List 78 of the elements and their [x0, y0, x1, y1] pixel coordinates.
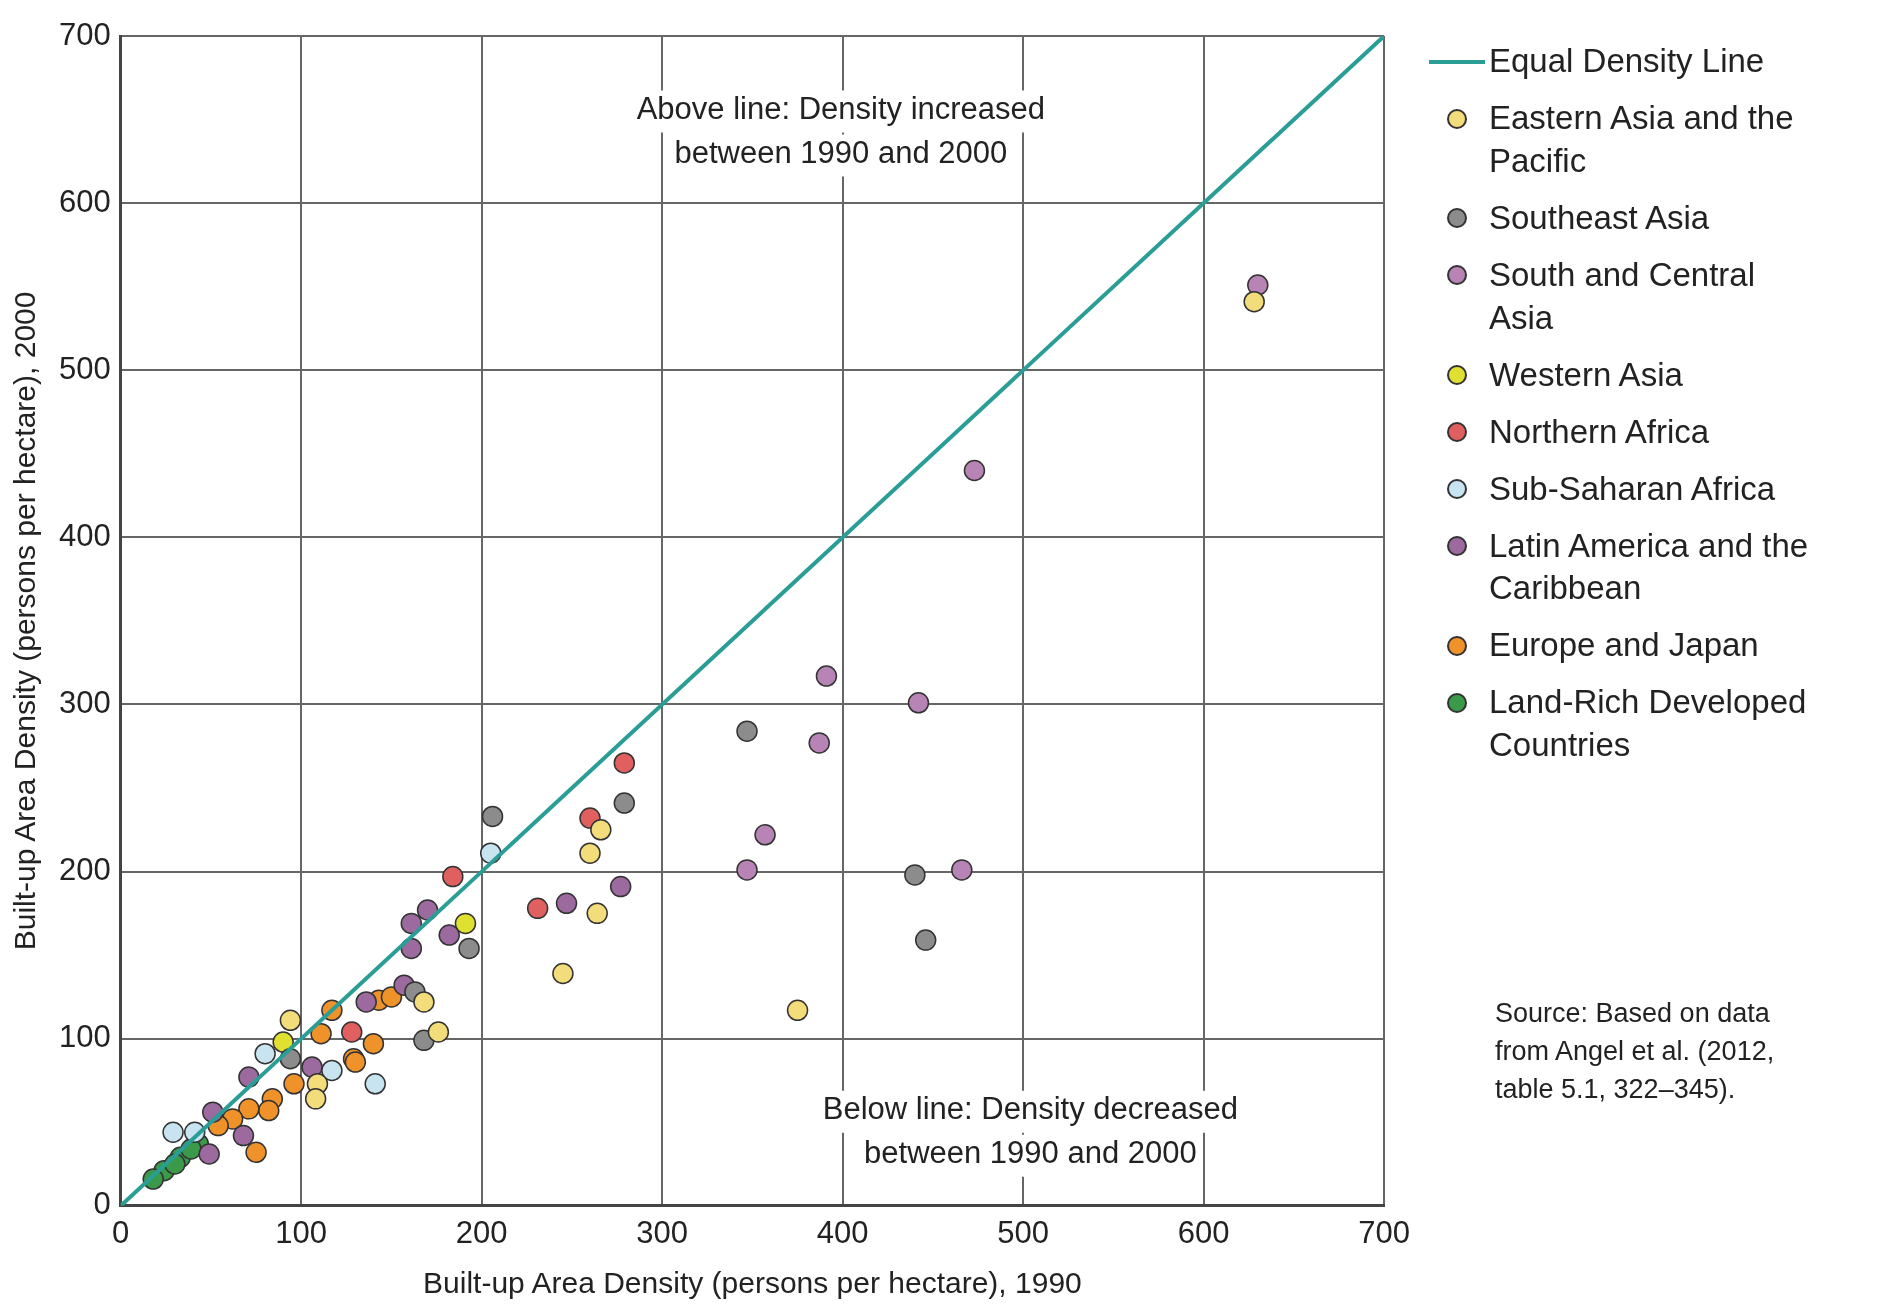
legend-label: Northern Africa: [1489, 411, 1711, 452]
source-note: Source: Based on data from Angel et al. (2012, table 5.1, 322–345).: [1495, 997, 1776, 1106]
point: [257, 1099, 280, 1122]
legend-label: Western Asia: [1489, 354, 1684, 395]
point: [438, 924, 460, 946]
point: [963, 459, 986, 482]
x-tick-label: 600: [1177, 1214, 1230, 1250]
point: [427, 1021, 450, 1043]
legend-label: Land-Rich Developed Countries: [1489, 682, 1808, 766]
point: [364, 1073, 386, 1095]
annotation: Above line: Density increased between 1990 and 2000: [636, 90, 1046, 170]
annotation: Below line: Density decreased between 1990 and 2000: [822, 1090, 1239, 1170]
point: [815, 665, 838, 687]
point: [808, 732, 830, 754]
x-tick-label: 500: [997, 1214, 1050, 1250]
point: [951, 859, 973, 881]
y-axis-title: Built-up Area Density (persons per hectare), 2000: [8, 291, 42, 951]
point: [754, 824, 776, 846]
point: [362, 1032, 385, 1055]
point: [526, 897, 549, 920]
point: [613, 792, 636, 814]
legend-label: South and Central Asia: [1489, 254, 1756, 338]
legend-label: Eastern Asia and the Pacific: [1489, 98, 1795, 181]
y-tick-label: 200: [58, 852, 111, 888]
x-tick-label: 200: [455, 1214, 508, 1250]
point: [555, 892, 578, 915]
point: [442, 865, 464, 888]
point: [914, 929, 937, 951]
legend-label: Southeast Asia: [1489, 197, 1711, 238]
point: [400, 912, 423, 935]
point: [552, 962, 574, 985]
x-tick-label: 400: [816, 1214, 869, 1250]
y-tick-label: 0: [93, 1186, 111, 1222]
point: [590, 819, 612, 841]
point: [310, 1022, 332, 1045]
y-tick-label: 700: [58, 16, 111, 52]
x-tick-label: 700: [1358, 1214, 1411, 1250]
point: [454, 912, 477, 935]
point: [736, 859, 758, 881]
point: [736, 720, 758, 742]
point: [413, 991, 435, 1013]
legend-label: Latin America and the Caribbean: [1489, 525, 1810, 609]
y-tick-label: 100: [58, 1019, 111, 1055]
point: [481, 805, 504, 828]
x-tick-label: 100: [275, 1214, 328, 1250]
point: [786, 999, 809, 1022]
point: [321, 1059, 343, 1082]
point: [162, 1121, 184, 1144]
point: [245, 1141, 267, 1164]
point: [272, 1031, 294, 1053]
point: [301, 1056, 323, 1078]
x-axis-title: Built-up Area Density (persons per hectare), 1990: [423, 1266, 1082, 1300]
point: [254, 1042, 276, 1065]
x-tick-label: 300: [636, 1214, 689, 1250]
point: [341, 1021, 363, 1043]
legend-label: Sub-Saharan Africa: [1489, 468, 1777, 509]
legend-label: Equal Density Line: [1489, 41, 1765, 81]
y-tick-label: 500: [58, 350, 111, 386]
point: [1243, 290, 1265, 313]
point: [586, 902, 608, 925]
point: [579, 842, 601, 864]
point: [613, 752, 636, 774]
point: [907, 692, 930, 714]
point: [279, 1009, 302, 1032]
point: [458, 937, 480, 960]
y-tick-label: 300: [58, 685, 111, 720]
point: [198, 1143, 220, 1165]
point: [232, 1124, 255, 1147]
point: [380, 986, 403, 1008]
y-tick-label: 400: [58, 517, 111, 553]
point: [238, 1098, 260, 1120]
point: [609, 875, 632, 898]
point: [304, 1088, 327, 1110]
y-tick-label: 600: [58, 183, 111, 219]
point: [904, 864, 926, 886]
point: [355, 991, 377, 1013]
point: [283, 1073, 305, 1095]
legend-label: Europe and Japan: [1489, 625, 1760, 666]
